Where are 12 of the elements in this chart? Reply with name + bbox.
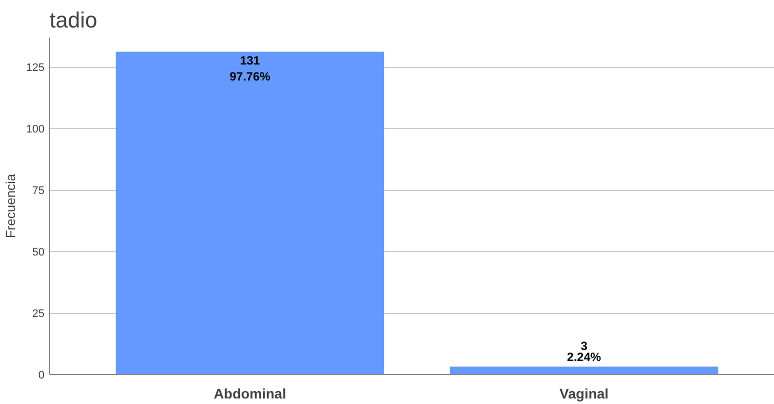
y-tick-label: 75 [32, 185, 45, 198]
y-tick-label: 25 [32, 308, 45, 320]
data-label: 3 2.24% [567, 339, 602, 364]
x-tick-label: Vaginal [560, 386, 609, 402]
y-tick-label: 100 [26, 124, 45, 136]
chart-title: tadio [50, 8, 98, 32]
x-tick-label: Abdominal [214, 386, 286, 402]
y-tick-label: 50 [32, 246, 45, 259]
y-axis-title: Frecuencia [3, 173, 18, 238]
data-label: 131 97.76% [230, 53, 271, 84]
y-tick-label: 0 [38, 370, 45, 382]
y-tick-label: 125 [26, 62, 45, 74]
